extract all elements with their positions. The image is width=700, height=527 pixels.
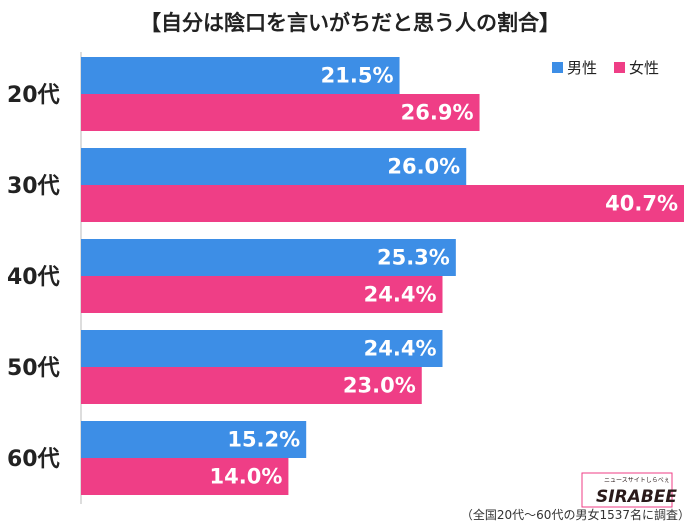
data-label: 24.4%: [364, 283, 437, 307]
logo-box: [581, 472, 673, 508]
legend-label: 女性: [629, 59, 659, 77]
data-label: 40.7%: [605, 192, 678, 216]
bar-female: [81, 276, 443, 313]
legend-swatch: [552, 62, 563, 73]
bar-male: [81, 330, 443, 367]
data-label: 24.4%: [364, 337, 437, 361]
logo-tagline: ニュースサイトしらべぇ: [604, 477, 670, 484]
data-label: 23.0%: [343, 374, 416, 398]
data-label: 15.2%: [227, 428, 300, 452]
legend-label: 男性: [567, 59, 597, 77]
data-label: 25.3%: [377, 246, 450, 270]
bar-female: [81, 94, 480, 131]
legend: 男性 女性: [552, 59, 659, 77]
data-label: 21.5%: [321, 64, 394, 88]
bar-male: [81, 421, 307, 458]
sirabee-logo: ニュースサイトしらべぇ SIRABEE: [581, 472, 677, 508]
category-label: 60代: [7, 447, 60, 472]
category-label: 20代: [7, 83, 60, 108]
data-label: 26.9%: [401, 101, 474, 125]
bar-male: [81, 239, 456, 276]
data-label: 26.0%: [387, 155, 460, 179]
category-labels: 20代 30代 40代 50代 60代: [7, 83, 60, 472]
legend-swatch: [614, 62, 625, 73]
bars: 21.5% 26.9% 26.0% 40.7% 25.3% 24.4% 24.4% 23.0%…: [81, 57, 684, 495]
footnote: （全国20代～60代の男女1537名に調査）: [461, 507, 690, 522]
data-label: 14.0%: [210, 465, 283, 489]
category-label: 30代: [7, 174, 60, 199]
bar-female: [81, 185, 684, 222]
logo-name: SIRABEE: [596, 487, 677, 507]
bar-male: [81, 57, 400, 94]
bar-male: [81, 148, 467, 185]
category-label: 40代: [7, 265, 60, 290]
bar-female: [81, 367, 422, 404]
chart-title: 【自分は陰口を言いがちだと思う人の割合】: [140, 11, 560, 35]
category-label: 50代: [7, 356, 60, 381]
bar-female: [81, 458, 289, 495]
